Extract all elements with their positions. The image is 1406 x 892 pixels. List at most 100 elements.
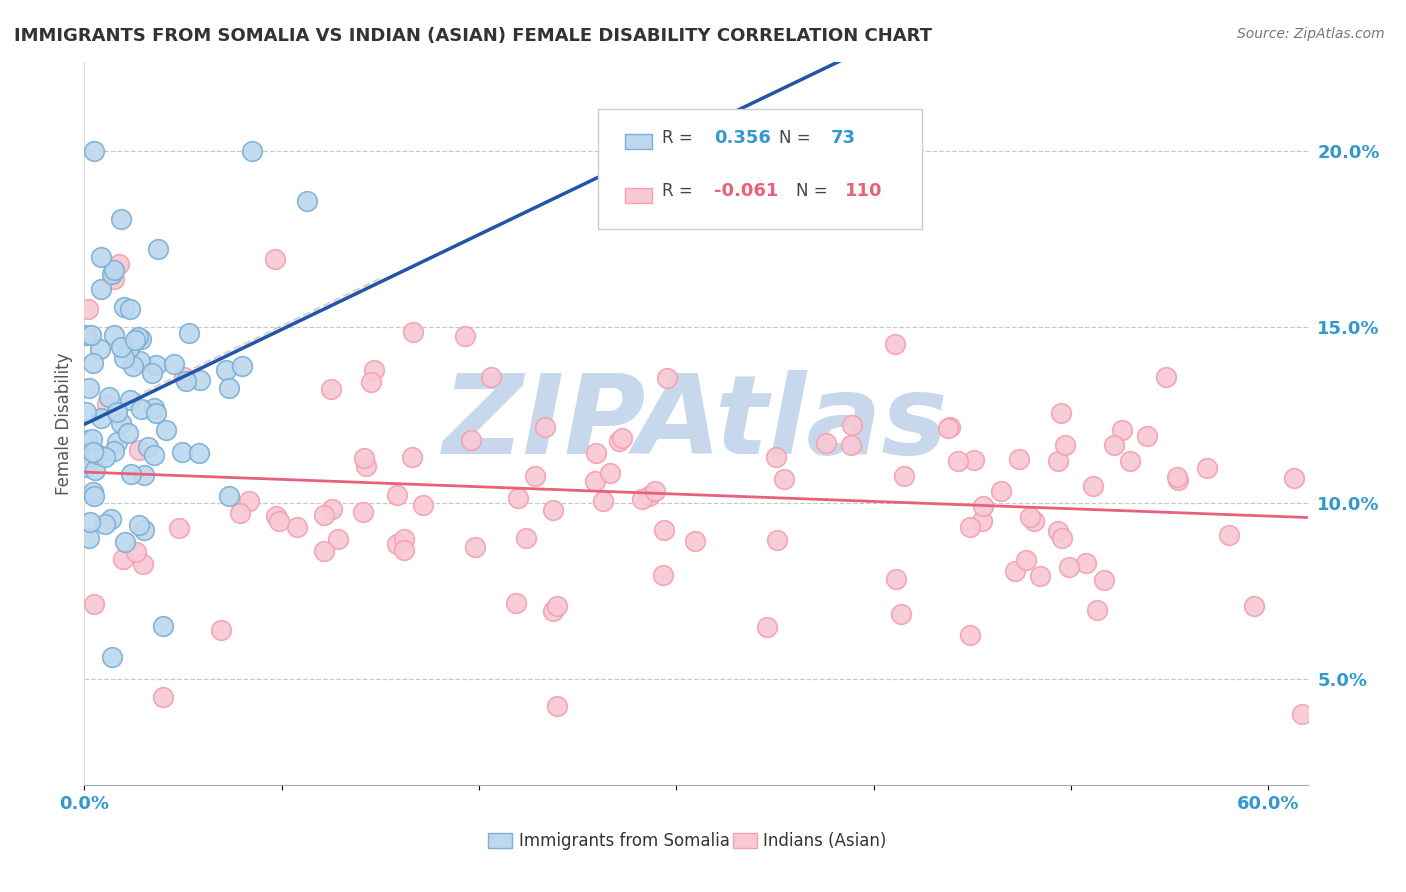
Point [893, 468, 915, 483]
Point [353, 450, 375, 465]
Point [637, 489, 659, 503]
Point [1102, 438, 1125, 452]
Point [120, 301, 142, 316]
Point [107, 257, 129, 271]
Point [766, 533, 789, 548]
Point [231, 359, 253, 373]
Point [387, 537, 409, 551]
Point [319, 382, 342, 396]
Point [110, 340, 132, 354]
Point [82, 356, 104, 370]
Point [240, 144, 263, 158]
Point [585, 446, 607, 460]
Point [122, 359, 145, 373]
Point [546, 599, 568, 614]
Point [1243, 599, 1265, 614]
Point [883, 336, 905, 351]
Point [1050, 406, 1073, 420]
Point [179, 326, 201, 340]
Point [1167, 473, 1189, 487]
Point [412, 498, 434, 512]
Point [103, 327, 125, 342]
Point [1218, 528, 1240, 542]
Point [112, 351, 135, 366]
Text: N =: N = [796, 182, 834, 200]
Bar [626, 188, 652, 203]
Point [174, 374, 197, 388]
Point [75, 460, 97, 475]
Point [385, 487, 408, 501]
Text: IMMIGRANTS FROM SOMALIA VS INDIAN (ASIAN) FEMALE DISABILITY CORRELATION CHART: IMMIGRANTS FROM SOMALIA VS INDIAN (ASIAN… [14, 27, 932, 45]
Point [103, 443, 125, 458]
Point [541, 604, 564, 618]
Text: -0.061: -0.061 [714, 182, 779, 200]
Point [815, 436, 838, 450]
Point [129, 402, 152, 417]
Point [765, 450, 787, 465]
Point [214, 363, 236, 377]
FancyBboxPatch shape [598, 110, 922, 228]
Point [392, 543, 415, 558]
Text: 0.356: 0.356 [714, 129, 772, 147]
Point [583, 475, 606, 489]
Point [1024, 515, 1046, 529]
Point [264, 508, 287, 523]
Point [392, 532, 415, 546]
Text: N =: N = [779, 129, 815, 147]
Point [464, 540, 486, 554]
Point [229, 506, 252, 520]
Point [103, 272, 125, 286]
Point [1019, 509, 1042, 524]
Point [218, 489, 240, 503]
Point [187, 446, 209, 460]
Point [82, 432, 104, 446]
Point [363, 363, 385, 377]
Point [218, 381, 240, 395]
Bar [733, 833, 758, 847]
Point [238, 493, 260, 508]
Point [295, 194, 318, 208]
Point [841, 418, 863, 433]
Point [148, 242, 170, 256]
Point [152, 619, 174, 633]
Point [321, 501, 343, 516]
Point [110, 417, 132, 431]
Point [75, 328, 97, 343]
Point [76, 433, 98, 447]
Point [644, 483, 666, 498]
Point [82, 445, 104, 459]
Point [117, 426, 139, 441]
Point [100, 512, 122, 526]
Point [546, 698, 568, 713]
Point [523, 469, 546, 483]
Point [630, 491, 652, 506]
Point [1291, 707, 1313, 722]
Point [84, 462, 107, 476]
Point [77, 531, 100, 545]
Point [145, 406, 167, 420]
Point [599, 466, 621, 480]
Point [75, 405, 97, 419]
Point [479, 370, 502, 384]
Point [1008, 452, 1031, 467]
Point [652, 568, 675, 582]
Point [105, 435, 128, 450]
Point [1166, 470, 1188, 484]
Point [1053, 438, 1076, 452]
Bar [626, 134, 652, 149]
Text: 110: 110 [845, 182, 883, 200]
Point [82, 484, 104, 499]
Point [267, 515, 290, 529]
Point [939, 419, 962, 434]
Point [352, 505, 374, 519]
Point [96, 397, 118, 411]
Point [970, 514, 993, 528]
Point [972, 499, 994, 513]
Point [127, 329, 149, 343]
Point [1057, 560, 1080, 574]
Text: Source: ZipAtlas.com: Source: ZipAtlas.com [1237, 27, 1385, 41]
Point [655, 371, 678, 385]
Point [86, 447, 108, 461]
Point [1284, 471, 1306, 485]
Y-axis label: Female Disability: Female Disability [55, 352, 73, 495]
